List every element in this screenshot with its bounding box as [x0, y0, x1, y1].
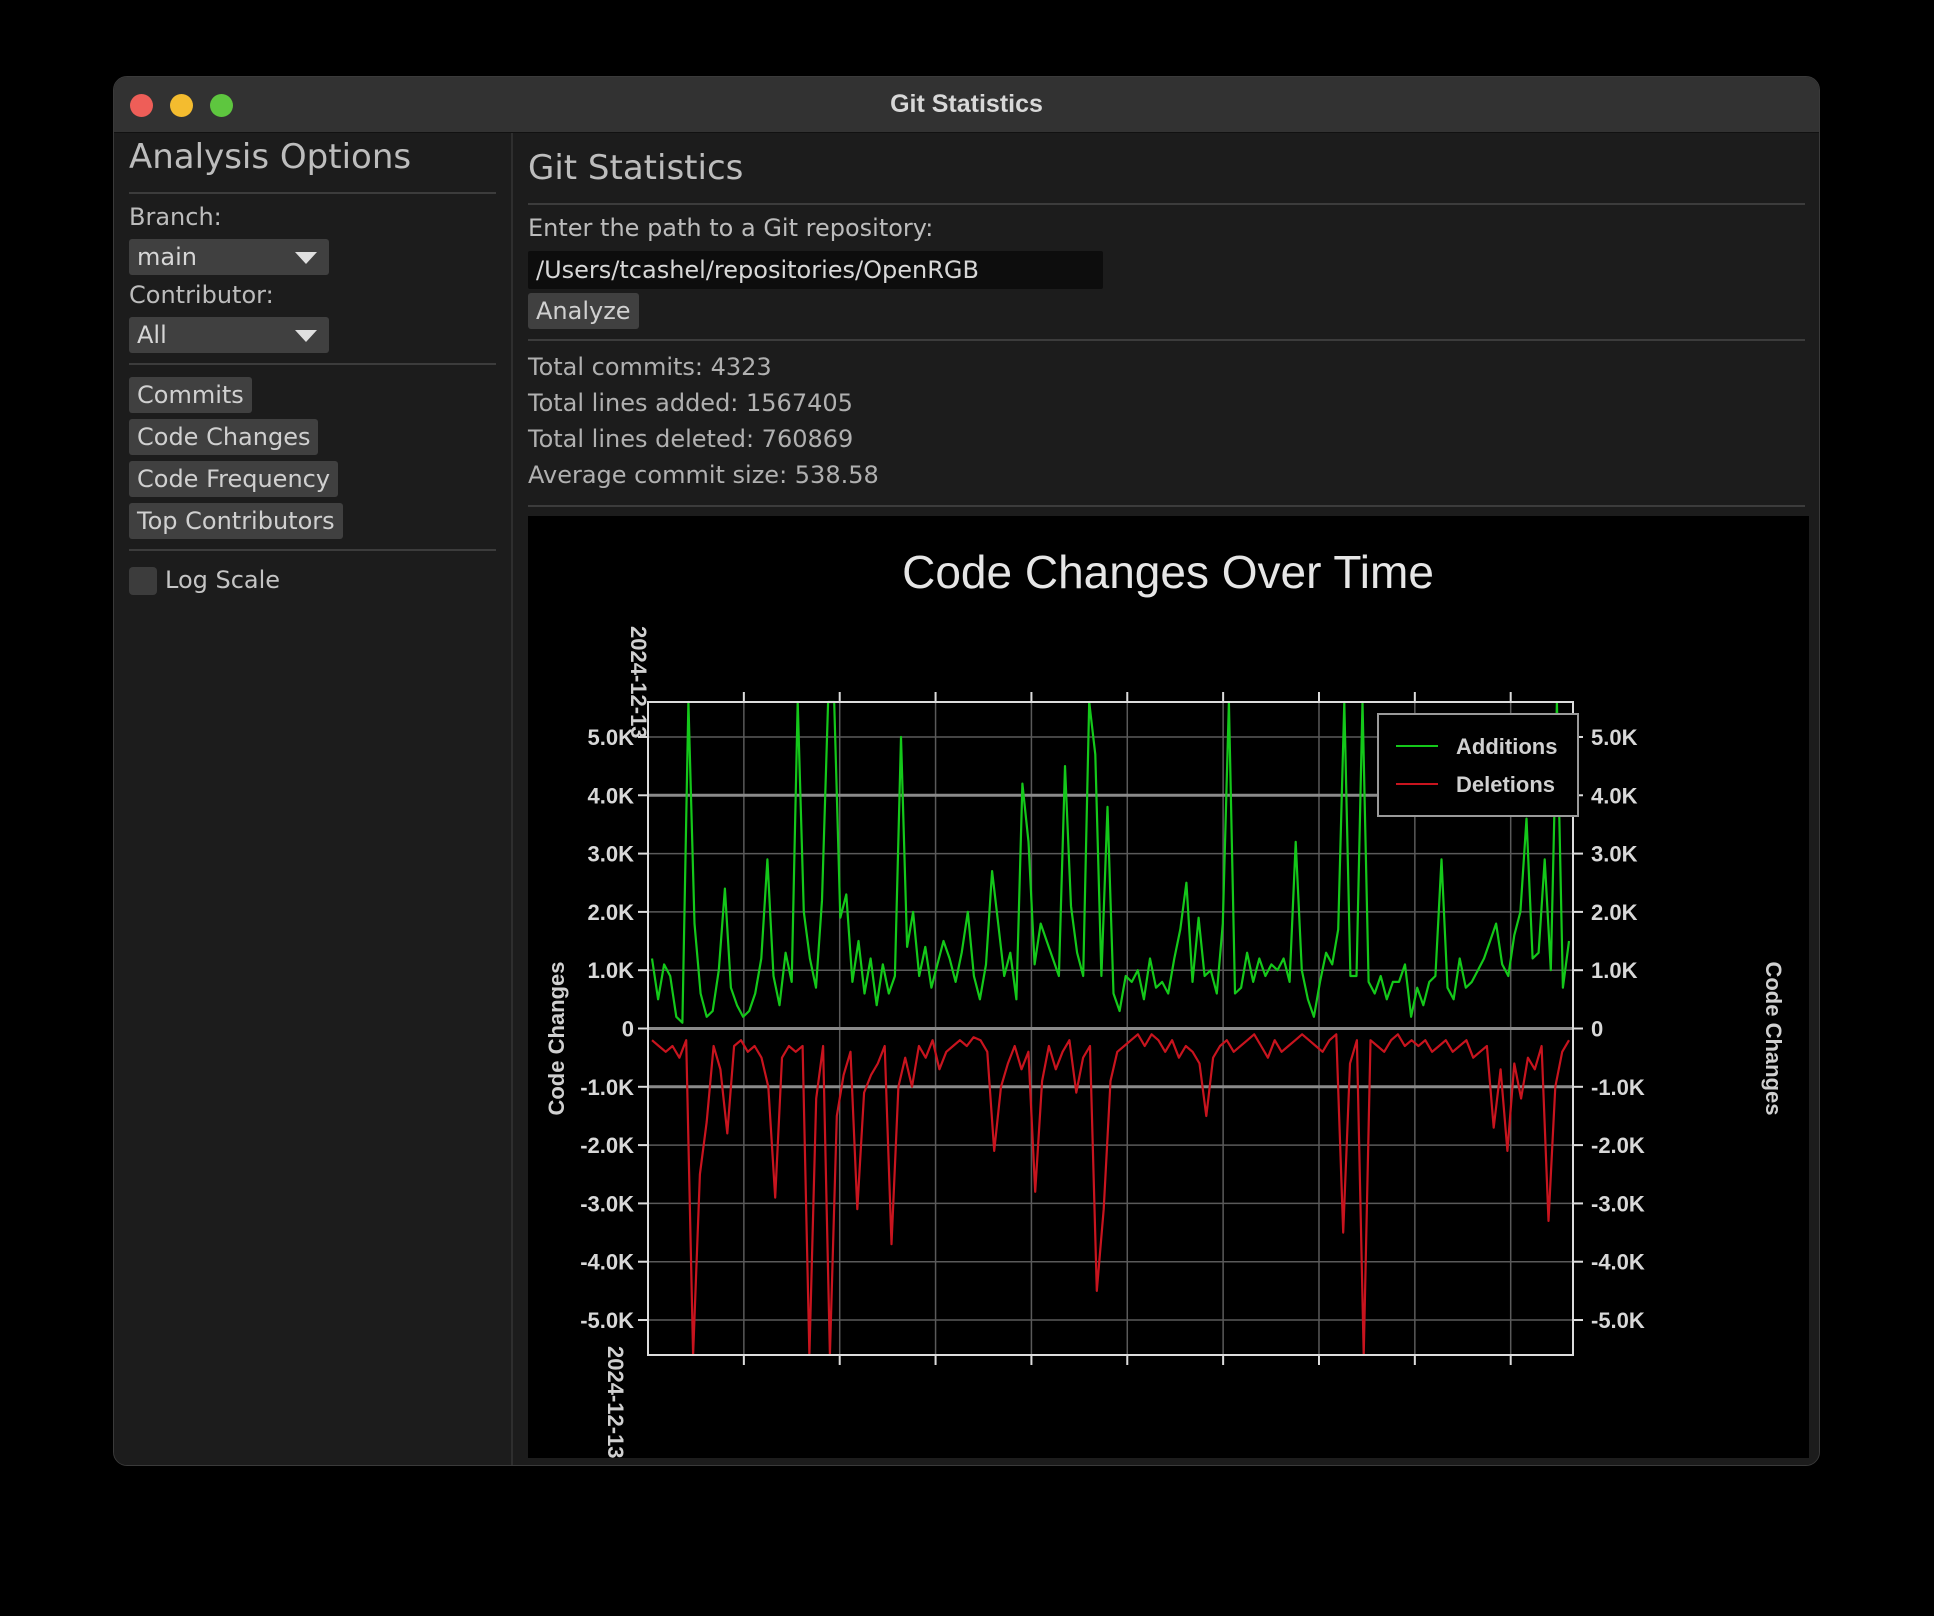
- y-axis-label-left: Code Changes: [544, 961, 569, 1115]
- close-window-button[interactable]: [130, 94, 153, 117]
- chart-title: Code Changes Over Time: [902, 546, 1434, 598]
- y-tick-label-right: 3.0K: [1591, 842, 1638, 867]
- log-scale-checkbox[interactable]: [129, 567, 157, 595]
- sidebar: Analysis Options Branch: main Contributo…: [114, 133, 513, 1465]
- y-tick-label-right: -5.0K: [1591, 1308, 1645, 1333]
- y-tick-label-right: 4.0K: [1591, 783, 1638, 808]
- y-tick-label-right: 0: [1591, 1017, 1603, 1042]
- top-contributors-button[interactable]: Top Contributors: [129, 503, 343, 539]
- main-divider: [528, 505, 1805, 507]
- total-commits-stat: Total commits: 4323: [528, 353, 772, 381]
- y-tick-label-left: 3.0K: [588, 842, 635, 867]
- y-tick-label-right: -4.0K: [1591, 1250, 1645, 1275]
- contributor-select[interactable]: All: [129, 317, 329, 353]
- sidebar-title: Analysis Options: [129, 137, 412, 177]
- lines-deleted-stat: Total lines deleted: 760869: [528, 425, 854, 453]
- main-divider: [528, 203, 1805, 205]
- y-tick-label-left: 5.0K: [588, 725, 635, 750]
- minimize-window-button[interactable]: [170, 94, 193, 117]
- maximize-window-button[interactable]: [210, 94, 233, 117]
- y-tick-label-right: -2.0K: [1591, 1133, 1645, 1158]
- sidebar-divider: [129, 363, 496, 365]
- legend-box: [1377, 713, 1579, 817]
- code-frequency-button[interactable]: Code Frequency: [129, 461, 339, 497]
- branch-select[interactable]: main: [129, 239, 329, 275]
- sidebar-divider: [129, 192, 496, 194]
- plot-frame: [647, 701, 1574, 1356]
- series-line-additions: [650, 700, 1571, 1024]
- y-axis-label-right: Code Changes: [1761, 961, 1786, 1115]
- contributor-value: All: [137, 321, 167, 349]
- y-tick-label-right: -1.0K: [1591, 1075, 1645, 1100]
- y-tick-label-left: -3.0K: [580, 1191, 634, 1216]
- page-title: Git Statistics: [528, 148, 744, 188]
- y-tick-label-left: -1.0K: [580, 1075, 634, 1100]
- y-tick-label-left: -5.0K: [580, 1308, 634, 1333]
- title-bar: Git Statistics: [114, 77, 1819, 133]
- avg-commit-size-stat: Average commit size: 538.58: [528, 461, 879, 489]
- main-divider: [528, 339, 1805, 341]
- lines-added-stat: Total lines added: 1567405: [528, 389, 853, 417]
- branch-value: main: [137, 243, 197, 271]
- y-tick-label-left: -2.0K: [580, 1133, 634, 1158]
- sidebar-divider: [129, 549, 496, 551]
- repo-path-input[interactable]: /Users/tcashel/repositories/OpenRGB: [528, 251, 1103, 289]
- repo-path-prompt: Enter the path to a Git repository:: [528, 214, 934, 242]
- chart-legend: Additions Deletions: [1377, 713, 1579, 817]
- window-title: Git Statistics: [890, 90, 1043, 118]
- y-tick-label-left: 1.0K: [588, 958, 635, 983]
- chart-series: [650, 700, 1571, 1357]
- x-tick-top: 2024-12-13: [626, 626, 651, 739]
- legend-label-deletions: Deletions: [1456, 772, 1555, 797]
- y-tick-label-right: 1.0K: [1591, 958, 1638, 983]
- branch-label: Branch:: [129, 203, 222, 231]
- y-tick-label-left: 4.0K: [588, 783, 635, 808]
- code-changes-chart: Code Changes Over Time 5.0K 5.0K 4.0K 4.0K 3…: [528, 516, 1809, 1459]
- log-scale-label[interactable]: Log Scale: [165, 566, 281, 594]
- contributor-label: Contributor:: [129, 281, 274, 309]
- y-tick-label-left: -4.0K: [580, 1250, 634, 1275]
- y-tick-label-right: 2.0K: [1591, 900, 1638, 925]
- chevron-down-icon: [295, 252, 317, 264]
- x-tick-bottom: 2024-12-13: [603, 1346, 628, 1458]
- analyze-button[interactable]: Analyze: [528, 293, 639, 329]
- chart-svg: Code Changes Over Time 5.0K 5.0K 4.0K 4.0K 3…: [544, 546, 1786, 1459]
- y-axis-ticks: 5.0K 5.0K 4.0K 4.0K 3.0K 3.0K 2.0K 2.0K 1.0K 1.0K…: [580, 725, 1645, 1333]
- legend-label-additions: Additions: [1456, 734, 1557, 759]
- y-tick-label-left: 2.0K: [588, 900, 635, 925]
- y-tick-label-right: 5.0K: [1591, 725, 1638, 750]
- y-tick-label-right: -3.0K: [1591, 1191, 1645, 1216]
- series-line-deletions: [651, 1033, 1570, 1357]
- code-changes-button[interactable]: Code Changes: [129, 419, 319, 455]
- y-tick-label-left: 0: [622, 1017, 634, 1042]
- chevron-down-icon: [295, 330, 317, 342]
- commits-button[interactable]: Commits: [129, 377, 252, 413]
